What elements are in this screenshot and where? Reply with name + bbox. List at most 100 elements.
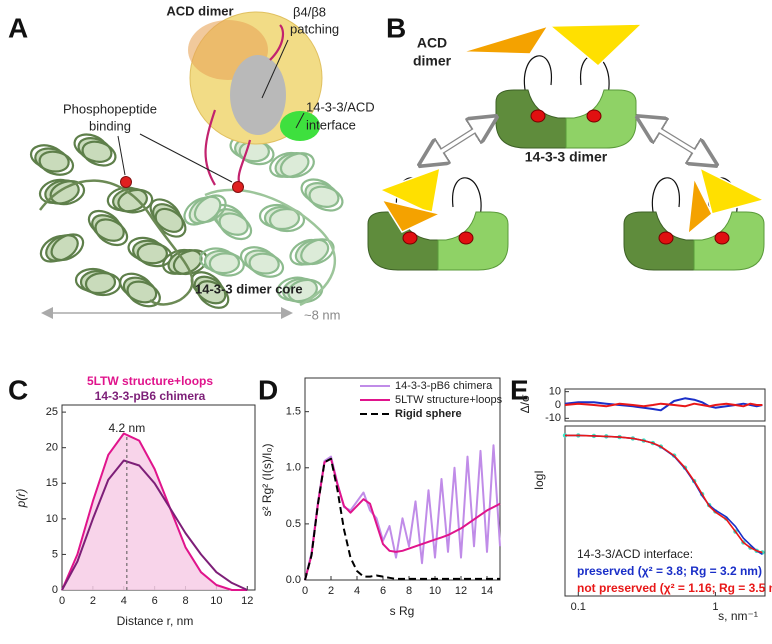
series-line (565, 434, 763, 555)
series-line (61, 459, 248, 591)
y-axis-label: s² Rg² (I(s)/I₀) (260, 444, 274, 517)
phosphate-site (402, 231, 418, 245)
helix (279, 152, 315, 179)
helix (304, 182, 340, 208)
y-axis-label: Δ/σ (518, 394, 532, 413)
label: binding (89, 118, 131, 133)
x-tick-label: 4 (354, 585, 360, 597)
x-tick-label: 0.1 (571, 601, 586, 613)
helix (294, 238, 330, 266)
transition-arrow (645, 120, 709, 162)
helix (50, 233, 85, 262)
phosphate-site (586, 109, 602, 123)
scale-label: ~8 nm (304, 307, 341, 322)
y-tick-label: 5 (52, 548, 58, 560)
acd-domain (547, 23, 644, 68)
label: ACD (417, 35, 447, 51)
legend-label: Rigid sphere (395, 408, 462, 420)
phosphate (120, 176, 132, 188)
x-axis-label: s Rg (390, 604, 415, 618)
lobe-right (565, 89, 637, 149)
series-line (304, 457, 500, 581)
x-tick-label: 14 (481, 585, 493, 597)
helix (188, 195, 222, 225)
plot-frame (304, 377, 501, 581)
series-line (61, 432, 248, 591)
label: β4/β8 (293, 4, 326, 19)
x-tick-label: 0 (59, 595, 65, 607)
y-tick-label: 1.0 (286, 462, 301, 474)
series-line (564, 402, 763, 408)
x-tick-label: 8 (406, 585, 412, 597)
helix (208, 252, 245, 277)
y-tick-label: -10 (545, 412, 561, 424)
x-tick-label: 12 (455, 585, 467, 597)
x-tick-label: 2 (328, 585, 334, 597)
legend-title: 14-3-3/ACD interface: (577, 547, 693, 561)
helix (282, 277, 318, 303)
x-tick-label: 8 (182, 595, 188, 607)
legend-label: 5LTW structure+loops (87, 374, 213, 388)
legend-label: not preserved (χ² = 1.16; Rg = 3.5 nm) (577, 581, 772, 595)
y-tick-label: 10 (46, 513, 58, 525)
legend-label: preserved (χ² = 3.8; Rg = 3.2 nm) (577, 564, 762, 578)
y-tick-label: 0 (52, 584, 58, 596)
backbone (39, 179, 194, 306)
x-axis-label: Distance r, nm (117, 614, 194, 628)
x-tick-label: 4 (121, 595, 127, 607)
panel-a: A ACD dimer β4/β8 patching 14-3-3/ACD interfa… (8, 3, 375, 322)
loop (651, 177, 680, 218)
helix (300, 238, 335, 266)
x-tick-label: 6 (152, 595, 158, 607)
phosphate-site (714, 231, 730, 245)
helix (38, 150, 75, 176)
acd-domain (698, 166, 767, 215)
panel-b: B ACD dimer 14-3-3 dimer (367, 12, 767, 271)
x-tick-label: 1 (712, 601, 718, 613)
area (62, 433, 248, 590)
pointer (261, 39, 289, 99)
helix (84, 271, 122, 297)
helix (81, 140, 117, 167)
helix (152, 203, 184, 233)
helix (117, 188, 154, 214)
acd-domain (687, 175, 713, 236)
helix (244, 249, 280, 275)
series-line (564, 397, 763, 412)
helix (274, 152, 310, 178)
interface-patch (280, 111, 320, 141)
phosphate-site (458, 231, 474, 245)
panel-label: A (8, 12, 28, 43)
label: patching (290, 21, 339, 36)
panel-label: D (258, 374, 278, 405)
y-axis-label: p(r) (14, 489, 28, 509)
acd-patch (230, 55, 286, 135)
acd-domain (378, 166, 441, 216)
phosphate-site (658, 231, 674, 245)
legend-label: 14-3-3-pB6 chimera (395, 380, 493, 392)
pointer (295, 112, 305, 129)
phosphate-site (530, 109, 546, 123)
helix (34, 147, 70, 173)
helix (218, 212, 253, 241)
phosphate (232, 181, 244, 193)
label: ACD dimer (166, 3, 233, 18)
y-tick-label: 25 (46, 406, 58, 418)
helix (154, 207, 187, 238)
pointer (117, 135, 126, 176)
annotation-label: 4.2 nm (109, 421, 146, 435)
y-tick-label: 15 (46, 477, 58, 489)
label: dimer (413, 53, 452, 69)
lobe-right (437, 211, 509, 271)
x-tick-label: 6 (380, 585, 386, 597)
label: interface (306, 117, 356, 132)
helix (308, 185, 344, 212)
legend-label: 5LTW structure+loops (395, 394, 503, 406)
helix (94, 218, 129, 247)
y-axis-label: logI (532, 470, 546, 489)
loop (452, 177, 482, 218)
y-tick-label: 20 (46, 442, 58, 454)
helix (77, 137, 113, 163)
transition-arrow (427, 120, 489, 162)
